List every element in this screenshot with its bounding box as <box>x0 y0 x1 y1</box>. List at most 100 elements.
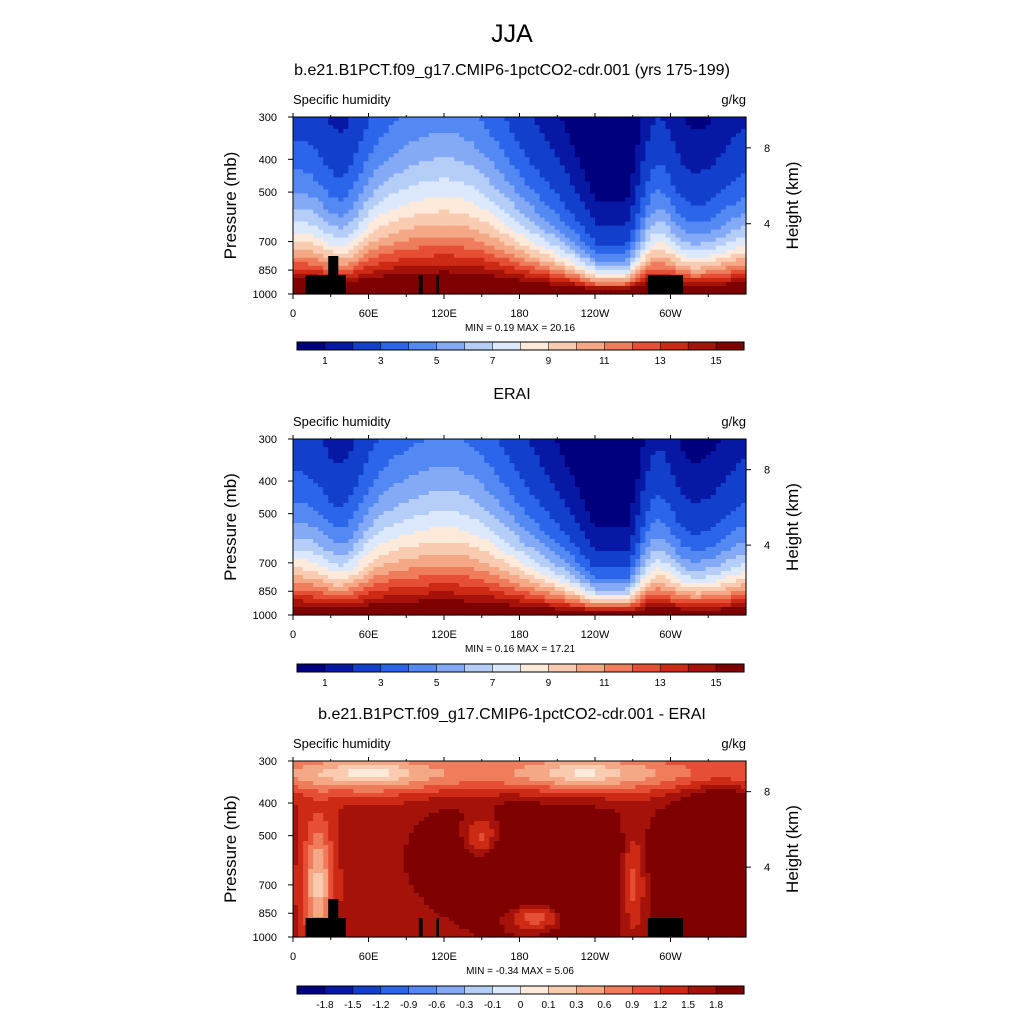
field-cell <box>715 451 722 456</box>
field-cell <box>408 269 415 275</box>
field-cell <box>569 269 576 275</box>
field-cell <box>348 221 354 227</box>
field-cell <box>595 129 601 134</box>
field-cell <box>383 129 390 134</box>
field-cell <box>660 177 667 182</box>
field-cell <box>615 277 621 283</box>
field-cell <box>524 289 531 295</box>
field-cell <box>494 125 500 130</box>
field-cell <box>564 217 571 223</box>
field-cell <box>675 451 682 456</box>
field-cell <box>398 137 405 142</box>
field-cell <box>720 285 727 291</box>
field-cell <box>690 471 697 476</box>
field-cell <box>569 257 576 263</box>
field-cell <box>620 241 626 247</box>
field-cell <box>700 475 707 480</box>
field-cell <box>464 451 470 456</box>
field-cell <box>574 201 581 207</box>
field-cell <box>710 245 717 251</box>
field-cell <box>293 225 299 231</box>
field-cell <box>539 125 546 130</box>
field-cell <box>333 161 339 166</box>
field-cell <box>504 439 511 444</box>
field-cell <box>494 289 500 295</box>
field-cell <box>444 177 450 182</box>
field-cell <box>725 217 732 223</box>
field-cell <box>544 447 551 452</box>
field-cell <box>469 169 475 174</box>
field-cell <box>333 241 339 247</box>
field-cell <box>700 213 707 219</box>
field-cell <box>519 249 526 255</box>
field-cell <box>348 157 354 162</box>
field-cell <box>343 161 349 166</box>
field-cell <box>438 209 445 215</box>
field-cell <box>333 233 339 239</box>
field-cell <box>584 205 591 211</box>
field-cell <box>454 157 460 162</box>
field-cell <box>710 173 717 178</box>
field-cell <box>494 213 500 219</box>
field-cell <box>343 173 349 178</box>
field-cell <box>459 459 465 464</box>
field-cell <box>378 193 385 199</box>
field-cell <box>413 221 420 227</box>
field-cell <box>489 205 495 211</box>
field-cell <box>373 161 380 166</box>
field-cell <box>383 221 390 227</box>
field-cell <box>428 249 435 255</box>
field-cell <box>595 249 601 255</box>
field-cell <box>398 265 405 271</box>
x-tick-label: 0 <box>290 308 296 320</box>
field-cell <box>655 125 662 130</box>
field-cell <box>685 153 692 158</box>
field-cell <box>368 241 375 247</box>
field-cell <box>675 233 682 239</box>
field-cell <box>413 475 420 480</box>
field-cell <box>549 281 556 287</box>
field-cell <box>630 137 636 142</box>
field-cell <box>544 181 551 186</box>
field-cell <box>655 141 662 146</box>
field-cell <box>484 121 490 126</box>
field-cell <box>700 229 707 235</box>
field-cell <box>534 117 541 122</box>
field-cell <box>615 145 621 150</box>
field-cell <box>479 189 485 195</box>
field-cell <box>605 257 611 263</box>
field-cell <box>519 229 526 235</box>
field-cell <box>489 471 495 476</box>
field-cell <box>740 265 747 271</box>
field-cell <box>635 205 641 211</box>
field-cell <box>504 189 511 195</box>
field-cell <box>660 463 667 468</box>
field-cell <box>353 281 360 287</box>
field-cell <box>645 249 651 255</box>
field-cell <box>338 221 344 227</box>
field-cell <box>645 149 651 154</box>
field-cell <box>318 161 324 166</box>
field-cell <box>705 245 712 251</box>
field-cell <box>620 265 626 271</box>
field-cell <box>534 471 541 476</box>
field-cell <box>298 249 304 255</box>
field-cell <box>464 197 470 203</box>
field-cell <box>438 177 445 182</box>
field-cell <box>610 209 616 215</box>
field-cell <box>363 241 370 247</box>
field-cell <box>403 221 410 227</box>
field-cell <box>519 455 526 460</box>
field-cell <box>464 249 470 255</box>
field-cell <box>474 459 480 464</box>
field-cell <box>579 265 586 271</box>
field-cell <box>720 439 727 444</box>
field-cell <box>423 165 430 170</box>
field-cell <box>464 229 470 235</box>
field-cell <box>730 121 737 126</box>
field-cell <box>695 149 702 154</box>
field-cell <box>408 249 415 255</box>
field-cell <box>383 213 390 219</box>
field-cell <box>479 233 485 239</box>
field-cell <box>514 121 521 126</box>
